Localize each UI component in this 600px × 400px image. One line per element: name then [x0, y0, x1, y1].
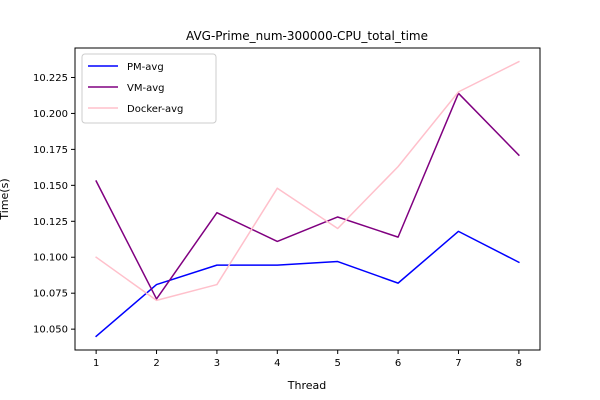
y-tick-label: 10.050: [33, 325, 68, 336]
x-tick-label: 1: [93, 358, 99, 369]
x-axis-title: Thread: [287, 379, 326, 392]
legend-label-docker-avg: Docker-avg: [127, 104, 183, 115]
x-tick-label: 8: [516, 358, 522, 369]
x-tick-label: 6: [395, 358, 401, 369]
legend-label-vm-avg: VM-avg: [127, 83, 164, 94]
y-tick-label: 10.175: [33, 145, 68, 156]
legend: PM-avg VM-avg Docker-avg: [81, 53, 217, 124]
x-tick-label: 7: [455, 358, 461, 369]
y-tick-label: 10.100: [33, 253, 68, 264]
x-tick-label: 2: [153, 358, 159, 369]
y-tick-label: 10.225: [33, 73, 68, 84]
series-line-docker-avg: [95, 60, 520, 302]
series-layer: [95, 60, 520, 338]
series-line-vm-avg: [95, 92, 520, 300]
y-axis-title: Time(s): [0, 178, 11, 220]
x-tick-label: 5: [335, 358, 341, 369]
y-tick-label: 10.075: [33, 289, 68, 300]
series-line-pm-avg: [95, 230, 520, 338]
plot-area: [74, 47, 541, 351]
y-tick-label: 10.150: [33, 181, 68, 192]
x-tick-label: 4: [274, 358, 280, 369]
y-tick-label: 10.200: [33, 109, 68, 120]
x-tick-label: 3: [214, 358, 220, 369]
chart-title: AVG-Prime_num-300000-CPU_total_time: [186, 29, 428, 43]
x-axis: 1 2 3 4 5 6 7 8: [93, 350, 522, 369]
y-tick-label: 10.125: [33, 217, 68, 228]
legend-label-pm-avg: PM-avg: [127, 62, 164, 73]
legend-box: [81, 53, 217, 124]
y-axis: 10.050 10.075 10.100 10.125 10.150 10.175 10.2…: [33, 73, 75, 336]
